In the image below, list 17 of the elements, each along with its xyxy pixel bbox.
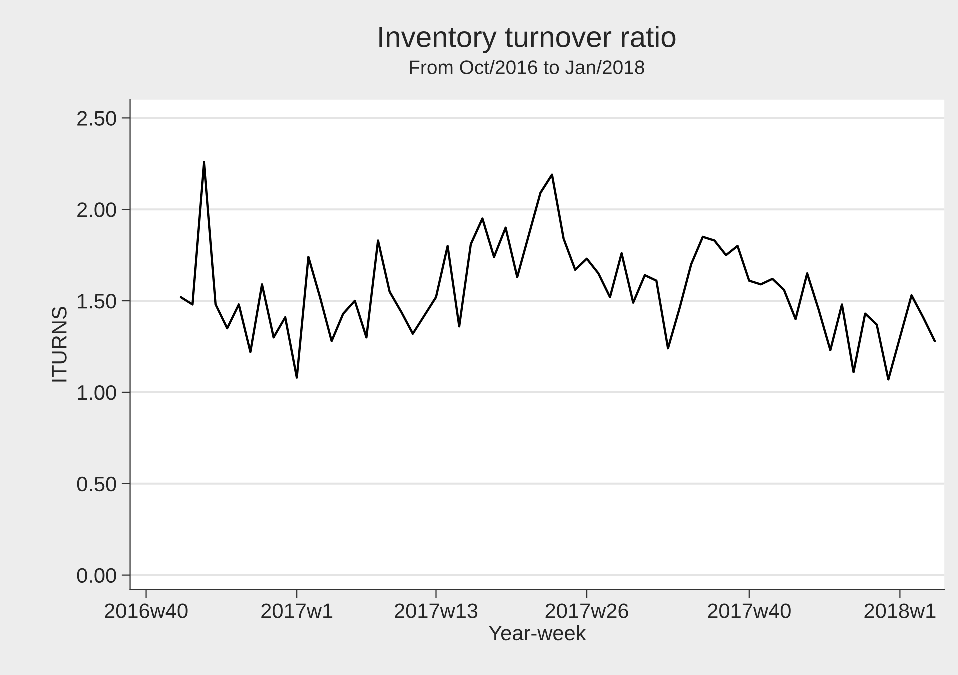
x-tick-label: 2017w40 xyxy=(708,604,791,618)
x-tick-label: 2017w1 xyxy=(262,604,333,618)
y-tick-label: 2.50 xyxy=(78,111,116,126)
y-tick-label: 2.00 xyxy=(78,202,116,218)
y-tick-label: 1.00 xyxy=(78,385,116,400)
x-axis-title: Year-week xyxy=(489,625,586,641)
y-tick-label: 1.50 xyxy=(78,294,116,309)
y-axis-title: ITURNS xyxy=(52,307,67,382)
x-tick-label: 2017w13 xyxy=(395,604,478,618)
chart-subtitle: From Oct/2016 to Jan/2018 xyxy=(410,60,644,74)
y-tick-label: 0.00 xyxy=(77,568,116,584)
x-tick-label: 2018w1 xyxy=(864,604,936,618)
y-tick-label: 0.50 xyxy=(77,476,116,492)
x-tick-label: 2016w40 xyxy=(105,604,188,618)
line-series xyxy=(180,160,936,381)
chart-title: Inventory turnover ratio xyxy=(380,26,676,54)
x-tick-label: 2017w26 xyxy=(546,604,628,618)
